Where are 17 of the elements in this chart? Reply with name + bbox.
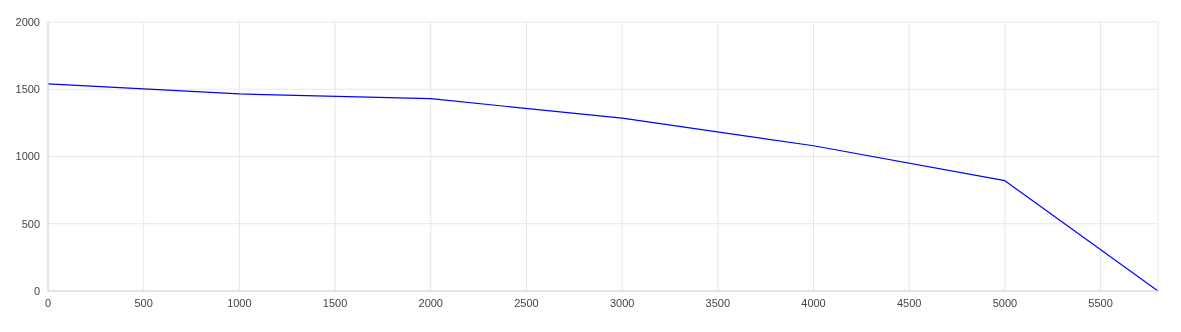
x-tick-label: 2500	[514, 296, 539, 309]
x-tick-label: 1000	[227, 296, 252, 309]
x-tick-label: 4000	[801, 296, 826, 309]
y-tick-label: 500	[21, 217, 40, 230]
y-tick-label: 2000	[15, 15, 40, 28]
y-tick-label: 1000	[15, 150, 40, 163]
x-tick-label: 3500	[705, 296, 731, 309]
x-tick-label: 2000	[418, 296, 443, 309]
x-tick-label: 0	[44, 296, 52, 309]
x-tick-label: 4500	[896, 296, 922, 309]
y-tick-label: 0	[33, 284, 40, 297]
x-tick-label: 1500	[322, 296, 348, 309]
x-tick-label: 5000	[992, 296, 1018, 309]
x-tick-label: 5500	[1088, 296, 1113, 309]
x-tick-label: 500	[134, 296, 153, 309]
x-tick-label: 3000	[609, 296, 635, 309]
y-tick-label: 1500	[15, 83, 40, 96]
